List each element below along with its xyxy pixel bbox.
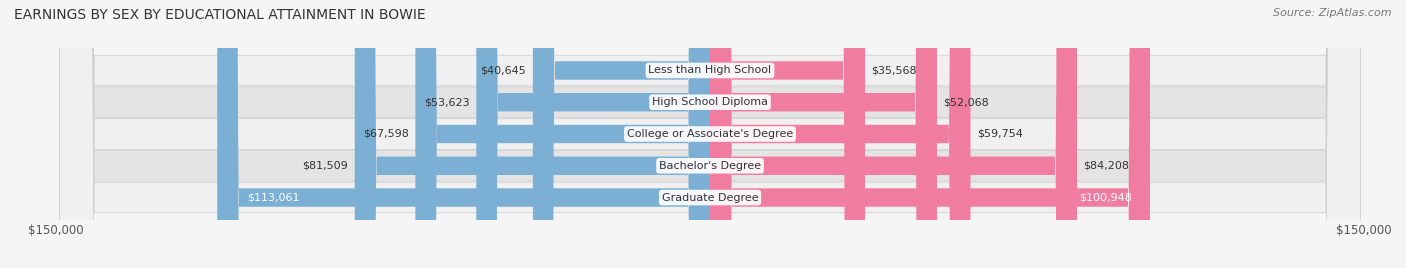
Text: Source: ZipAtlas.com: Source: ZipAtlas.com xyxy=(1274,8,1392,18)
Text: College or Associate's Degree: College or Associate's Degree xyxy=(627,129,793,139)
Text: High School Diploma: High School Diploma xyxy=(652,97,768,107)
Text: Less than High School: Less than High School xyxy=(648,65,772,76)
Text: $52,068: $52,068 xyxy=(943,97,990,107)
FancyBboxPatch shape xyxy=(218,0,710,268)
Text: $81,509: $81,509 xyxy=(302,161,349,171)
Text: $100,948: $100,948 xyxy=(1080,192,1132,203)
FancyBboxPatch shape xyxy=(59,0,1361,268)
FancyBboxPatch shape xyxy=(354,0,710,268)
FancyBboxPatch shape xyxy=(710,0,936,268)
FancyBboxPatch shape xyxy=(710,0,1150,268)
FancyBboxPatch shape xyxy=(59,0,1361,268)
FancyBboxPatch shape xyxy=(415,0,710,268)
Text: $40,645: $40,645 xyxy=(481,65,526,76)
FancyBboxPatch shape xyxy=(59,0,1361,268)
FancyBboxPatch shape xyxy=(59,0,1361,268)
Text: $59,754: $59,754 xyxy=(977,129,1024,139)
Text: Bachelor's Degree: Bachelor's Degree xyxy=(659,161,761,171)
Text: $53,623: $53,623 xyxy=(425,97,470,107)
FancyBboxPatch shape xyxy=(710,0,865,268)
Text: $84,208: $84,208 xyxy=(1084,161,1129,171)
Text: Graduate Degree: Graduate Degree xyxy=(662,192,758,203)
Text: $113,061: $113,061 xyxy=(247,192,299,203)
FancyBboxPatch shape xyxy=(710,0,1077,268)
Text: $35,568: $35,568 xyxy=(872,65,917,76)
FancyBboxPatch shape xyxy=(533,0,710,268)
Text: $67,598: $67,598 xyxy=(363,129,409,139)
FancyBboxPatch shape xyxy=(710,0,970,268)
FancyBboxPatch shape xyxy=(59,0,1361,268)
FancyBboxPatch shape xyxy=(477,0,710,268)
Text: EARNINGS BY SEX BY EDUCATIONAL ATTAINMENT IN BOWIE: EARNINGS BY SEX BY EDUCATIONAL ATTAINMEN… xyxy=(14,8,426,22)
